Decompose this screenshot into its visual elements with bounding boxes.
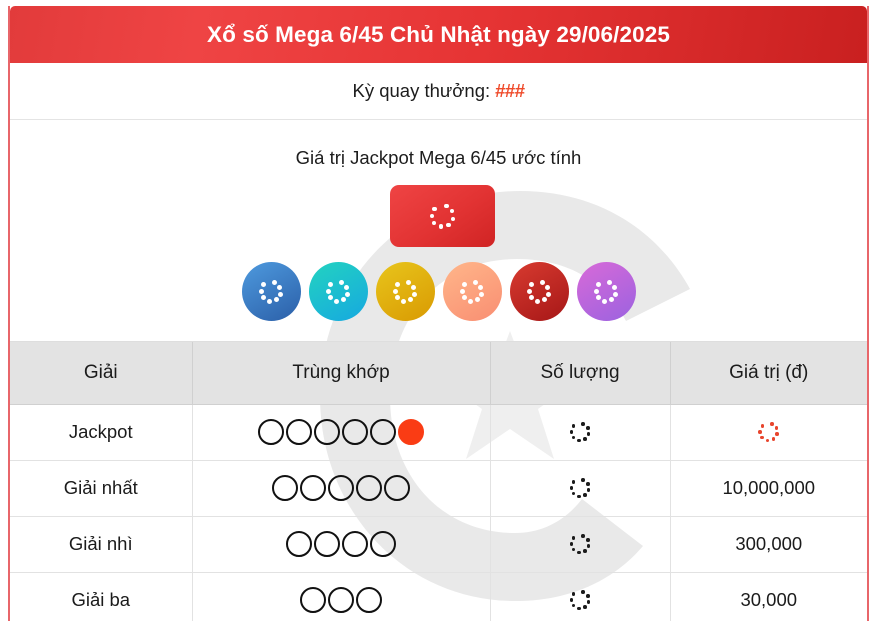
match-circle <box>300 475 326 501</box>
column-header-prize: Giải <box>10 342 193 405</box>
cell-prize-name: Giải ba <box>10 572 193 621</box>
match-circle <box>314 531 340 557</box>
cell-winner-count <box>490 572 671 621</box>
draw-period-label: Kỳ quay thưởng: <box>352 80 491 101</box>
loading-spinner-icon <box>569 534 591 555</box>
table-header-row: Giải Trùng khớp Số lượng Giá trị (đ) <box>10 342 867 405</box>
match-circle <box>258 419 284 445</box>
match-circle <box>370 531 396 557</box>
jackpot-number-balls <box>10 262 867 321</box>
loading-spinner-icon <box>258 279 284 304</box>
match-circle <box>272 475 298 501</box>
table-row: Giải ba 30,000 <box>10 572 867 621</box>
table-row: Jackpot <box>10 404 867 461</box>
cell-prize-name: Jackpot <box>10 404 193 461</box>
cell-match-circles <box>192 572 491 621</box>
cell-winner-count <box>490 404 671 461</box>
loading-spinner-icon <box>569 478 591 499</box>
loading-spinner-icon <box>459 279 485 304</box>
cell-prize-name: Giải nhì <box>10 516 193 573</box>
prize-breakdown-table: Giải Trùng khớp Số lượng Giá trị (đ) Jac… <box>10 342 867 621</box>
cell-prize-value: 10,000,000 <box>670 460 867 517</box>
match-circle <box>384 475 410 501</box>
jackpot-ball-1 <box>241 262 301 321</box>
match-circle <box>356 587 382 613</box>
jackpot-ball-2 <box>308 262 368 321</box>
match-circle <box>356 475 382 501</box>
cell-match-circles <box>192 404 491 461</box>
match-circle <box>328 587 354 613</box>
column-header-count: Số lượng <box>490 342 671 405</box>
jackpot-caption: Giá trị Jackpot Mega 6/45 ước tính <box>295 147 582 168</box>
match-circle <box>286 419 312 445</box>
loading-spinner-icon <box>526 279 552 304</box>
loading-spinner-icon <box>429 203 456 229</box>
prize-table-body: Jackpot Giải nhất 10,000,000 Giải nhì 300,00… <box>10 404 867 621</box>
jackpot-ball-5 <box>509 262 569 321</box>
cell-winner-count <box>490 460 671 517</box>
draw-period-row: Kỳ quay thưởng: ### <box>10 63 867 120</box>
column-header-value: Giá trị (đ) <box>670 342 867 405</box>
match-circle <box>328 475 354 501</box>
cell-prize-value: 300,000 <box>670 516 867 573</box>
draw-period-value: ### <box>495 80 525 101</box>
cell-prize-name: Giải nhất <box>10 460 193 517</box>
match-circle-special <box>398 419 424 445</box>
loading-spinner-icon <box>325 279 351 304</box>
match-circle <box>370 419 396 445</box>
match-circle <box>342 419 368 445</box>
jackpot-value-box <box>390 185 495 247</box>
cell-prize-value: 30,000 <box>670 572 867 621</box>
match-circle <box>286 531 312 557</box>
match-circle <box>300 587 326 613</box>
match-circle <box>342 531 368 557</box>
loading-spinner-icon <box>569 590 591 611</box>
table-row: Giải nhì 300,000 <box>10 516 867 573</box>
cell-match-circles <box>192 460 491 517</box>
table-row: Giải nhất 10,000,000 <box>10 460 867 517</box>
cell-match-circles <box>192 516 491 573</box>
loading-spinner-icon <box>593 279 619 304</box>
cell-prize-value <box>670 404 867 461</box>
loading-spinner-icon <box>569 422 591 443</box>
jackpot-ball-4 <box>442 262 502 321</box>
column-header-match: Trùng khớp <box>192 342 491 405</box>
match-circle <box>314 419 340 445</box>
loading-spinner-icon <box>758 422 779 443</box>
page-title: Xổ số Mega 6/45 Chủ Nhật ngày 29/06/2025 <box>207 21 670 47</box>
jackpot-ball-6 <box>576 262 636 321</box>
page-header-bar: Xổ số Mega 6/45 Chủ Nhật ngày 29/06/2025 <box>10 6 867 63</box>
loading-spinner-icon <box>392 279 418 304</box>
result-card: Xổ số Mega 6/45 Chủ Nhật ngày 29/06/2025… <box>8 6 869 621</box>
cell-winner-count <box>490 516 671 573</box>
jackpot-ball-3 <box>375 262 435 321</box>
jackpot-section: Giá trị Jackpot Mega 6/45 ước tính <box>10 120 867 342</box>
